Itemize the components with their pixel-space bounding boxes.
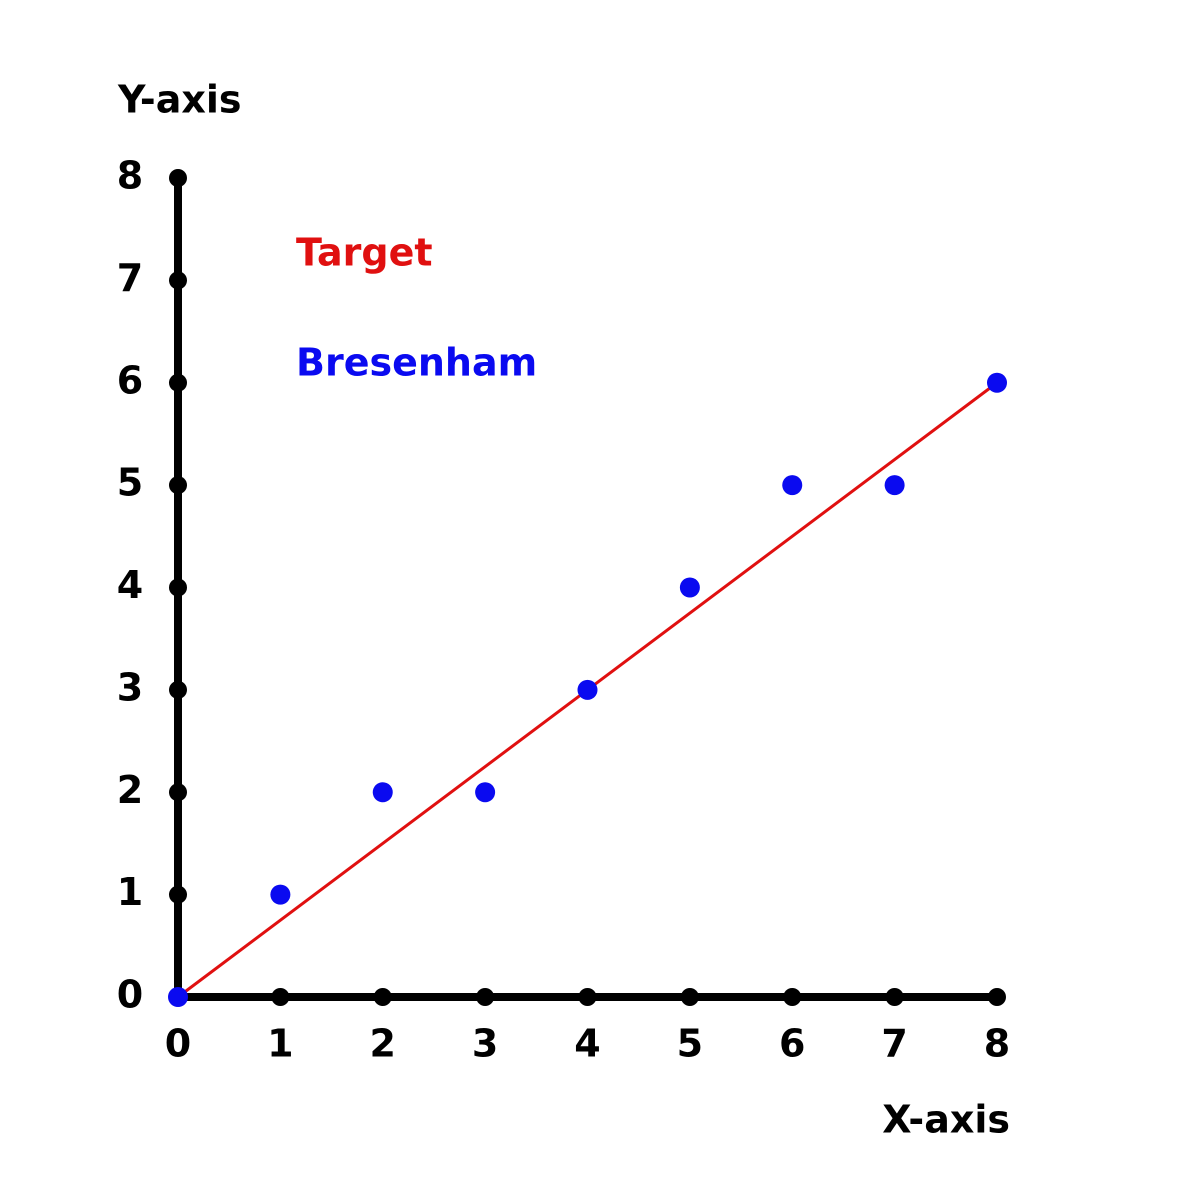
x-tick-label: 0 <box>165 1022 191 1066</box>
x-tick-dot <box>578 988 597 1006</box>
y-tick-dot <box>169 783 187 802</box>
point <box>168 987 188 1007</box>
legend-entry: Target <box>296 231 433 275</box>
point <box>372 782 393 803</box>
legend-entry: Bresenham <box>296 341 537 385</box>
y-tick-label: 7 <box>117 256 143 300</box>
y-tick-label: 2 <box>117 768 143 812</box>
y-tick-label: 5 <box>117 461 143 505</box>
y-tick-dot <box>169 271 187 290</box>
x-axis-label: X-axis <box>882 1098 1010 1142</box>
y-tick-label: 8 <box>117 154 143 198</box>
y-tick-dot <box>169 476 187 495</box>
y-axis-label: Y-axis <box>117 78 242 122</box>
y-tick-label: 0 <box>117 973 143 1017</box>
x-tick-label: 3 <box>472 1022 498 1066</box>
point <box>270 884 291 905</box>
x-tick-label: 7 <box>881 1022 907 1066</box>
y-tick-dot <box>169 169 187 187</box>
point <box>679 577 700 598</box>
x-tick-dot <box>373 988 392 1006</box>
x-tick-dot <box>271 988 290 1006</box>
y-tick-label: 1 <box>117 870 143 914</box>
x-tick-label: 6 <box>779 1022 805 1066</box>
x-tick-dot <box>476 988 495 1006</box>
y-tick-dot <box>169 373 187 392</box>
x-tick-dot <box>680 988 699 1006</box>
x-tick-dot <box>988 988 1006 1006</box>
x-tick-label: 5 <box>677 1022 703 1066</box>
y-tick-dot <box>169 680 187 699</box>
x-tick-dot <box>783 988 802 1006</box>
y-tick-label: 6 <box>117 358 143 402</box>
y-tick-label: 4 <box>117 563 143 607</box>
y-tick-dot <box>169 578 187 597</box>
point <box>987 372 1007 393</box>
point <box>782 475 803 496</box>
x-tick-label: 1 <box>267 1022 293 1066</box>
point <box>577 679 598 700</box>
x-tick-label: 4 <box>574 1022 600 1066</box>
x-tick-dot <box>885 988 904 1006</box>
y-tick-dot <box>169 885 187 904</box>
point <box>884 475 905 496</box>
x-tick-label: 8 <box>984 1022 1010 1066</box>
point <box>475 782 496 803</box>
y-tick-label: 3 <box>117 665 143 709</box>
x-tick-label: 2 <box>370 1022 396 1066</box>
